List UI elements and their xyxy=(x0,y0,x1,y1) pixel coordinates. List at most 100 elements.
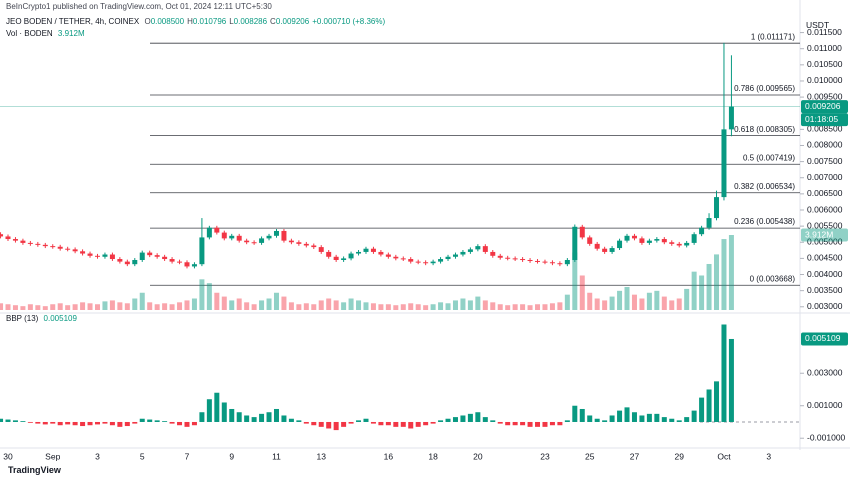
countdown-tag-box xyxy=(801,113,848,127)
volume-tag: 3.912M xyxy=(805,229,833,239)
volume-bar xyxy=(415,304,421,310)
volume-bar xyxy=(5,304,11,310)
x-tick-label: Oct xyxy=(717,451,731,461)
bbp-bar xyxy=(147,419,153,422)
bbp-bar xyxy=(721,324,727,422)
volume-bar xyxy=(311,304,317,310)
symbol-line: JEO BODEN / TETHER, 4h, COINEX O0.008500… xyxy=(6,17,388,26)
ohlc-value: 0.008500 xyxy=(150,17,185,26)
candle-body xyxy=(251,242,257,244)
bbp-bar xyxy=(363,418,369,422)
candle-body xyxy=(348,253,354,259)
volume-bar xyxy=(303,303,309,310)
bbp-bar xyxy=(42,421,48,425)
volume-bar xyxy=(654,290,660,310)
volume-bar xyxy=(296,304,302,310)
candle-body xyxy=(691,234,697,243)
candle-body xyxy=(87,253,93,256)
volume-bar xyxy=(206,283,212,310)
candle-body xyxy=(139,252,145,260)
candle-body xyxy=(639,238,645,243)
volume-bar xyxy=(72,304,78,310)
volume-bar xyxy=(452,300,458,310)
ohlc-value: 0.008286 xyxy=(233,17,268,26)
bbp-bar xyxy=(438,420,444,422)
x-tick-label: 25 xyxy=(585,451,595,461)
volume-bar xyxy=(624,286,630,310)
volume-bar xyxy=(318,300,324,310)
x-tick-label: 7 xyxy=(185,451,190,461)
candle-body xyxy=(20,240,26,243)
volume-bar xyxy=(229,300,235,310)
volume-bar xyxy=(699,275,705,310)
volume-bar xyxy=(370,303,376,310)
candle-body xyxy=(80,251,86,254)
ohlc-value: 0.010796 xyxy=(192,17,227,26)
y-tick-label: 0.005500 xyxy=(807,220,843,230)
candle-body xyxy=(602,248,608,252)
bbp-bar xyxy=(259,413,265,422)
candle-body xyxy=(676,243,682,246)
bbp-value: 0.005109 xyxy=(43,314,77,323)
bbp-bar xyxy=(206,399,212,422)
volume-bar xyxy=(423,305,429,310)
bbp-bar xyxy=(714,381,720,422)
bbp-bar xyxy=(356,420,362,422)
bbp-bar xyxy=(475,412,481,422)
bbp-bar xyxy=(27,421,33,423)
published-note: BeInCrypto1 published on TradingView.com… xyxy=(6,2,272,11)
candle-body xyxy=(594,243,600,249)
volume-bar xyxy=(162,303,168,310)
bbp-bar xyxy=(505,421,511,426)
candle-body xyxy=(65,248,71,250)
volume-bar xyxy=(147,302,153,310)
ohlc-key: O xyxy=(144,17,151,26)
candle-body xyxy=(147,252,153,256)
bbp-name: BBP (13) xyxy=(6,314,39,323)
bbp-bar xyxy=(378,421,384,426)
fib-label: 0.382 (0.006534) xyxy=(734,182,795,191)
volume-bar xyxy=(661,296,667,310)
volume-bar xyxy=(341,302,347,310)
candle-body xyxy=(72,249,78,252)
candle-body xyxy=(467,249,473,252)
candle-body xyxy=(370,248,376,252)
y-tick-label: 0.008000 xyxy=(807,140,843,150)
volume-bar xyxy=(714,254,720,310)
candle-body xyxy=(177,261,183,263)
volume-bar xyxy=(348,298,354,310)
volume-name: Vol · BODEN xyxy=(6,29,53,38)
volume-bar xyxy=(676,298,682,310)
fib-label: 0.618 (0.008305) xyxy=(734,125,795,134)
y-tick-label: 0.006000 xyxy=(807,204,843,214)
volume-bar xyxy=(20,306,26,310)
candle-body xyxy=(661,239,667,243)
last-price-tag: 0.009206 xyxy=(805,101,841,111)
volume-bar xyxy=(199,279,205,310)
bbp-bar xyxy=(266,412,272,422)
bbp-legend: BBP (13) 0.005109 xyxy=(6,314,80,323)
x-tick-label: Sep xyxy=(45,451,60,461)
volume-bar xyxy=(94,304,100,310)
bbp-bar xyxy=(423,421,429,426)
bbp-bar xyxy=(236,412,242,422)
fib-label: 1 (0.011171) xyxy=(751,32,796,41)
candle-body xyxy=(497,255,503,258)
x-tick-label: 3 xyxy=(95,451,100,461)
bbp-bar xyxy=(214,392,220,422)
volume-bar xyxy=(281,296,287,310)
candle-body xyxy=(542,261,548,263)
bbp-bar xyxy=(109,421,115,426)
bbp-bar xyxy=(94,421,100,425)
bbp-bar xyxy=(557,421,563,426)
volume-bar xyxy=(169,304,175,310)
volume-bar xyxy=(721,239,727,310)
price-change: +0.000710 (+8.36%) xyxy=(312,17,386,26)
volume-bar xyxy=(617,290,623,310)
bbp-bar xyxy=(35,421,41,424)
volume-bar xyxy=(0,303,4,310)
candle-body xyxy=(221,232,227,239)
bbp-bar xyxy=(594,418,600,422)
y-tick-label: 0.003000 xyxy=(807,301,843,311)
candle-body xyxy=(572,226,578,260)
